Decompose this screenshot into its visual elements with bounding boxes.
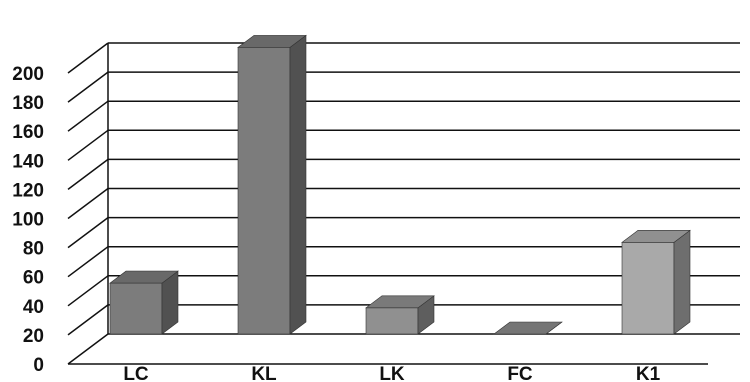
grid-slant-180 bbox=[67, 71, 109, 103]
y-tick-label: 20 bbox=[23, 326, 44, 347]
x-category-label: LC bbox=[123, 364, 149, 382]
grid-slant-200 bbox=[67, 42, 109, 74]
grid-slant-100 bbox=[67, 187, 109, 220]
y-tick-label: 180 bbox=[12, 93, 44, 114]
bar-front bbox=[237, 47, 291, 335]
bar-top bbox=[237, 35, 307, 48]
grid-slant-140 bbox=[67, 129, 109, 161]
y-tick-label: 100 bbox=[12, 210, 44, 231]
bars bbox=[109, 34, 691, 335]
y-tick-label: 0 bbox=[33, 355, 44, 376]
y-axis-tick-labels: 0 20 40 60 80 100 120 140 160 180 200 bbox=[12, 64, 44, 376]
bar-k1 bbox=[621, 229, 691, 335]
x-axis-category-labels: LC KL LK FC K1 bbox=[123, 364, 660, 382]
x-category-label: FC bbox=[507, 364, 533, 382]
bar-top bbox=[493, 321, 563, 335]
grid-slant-0 bbox=[67, 333, 109, 365]
grid-slant-60 bbox=[67, 246, 109, 278]
x-category-label: K1 bbox=[636, 364, 661, 382]
bar-fc bbox=[493, 321, 563, 335]
bar-top bbox=[365, 295, 435, 309]
y-tick-label: 140 bbox=[12, 151, 44, 172]
grid-slant-160 bbox=[67, 100, 109, 132]
bar-front bbox=[109, 282, 163, 335]
grid-slant-120 bbox=[67, 158, 109, 190]
bar-front bbox=[365, 307, 419, 335]
y-tick-label: 60 bbox=[23, 268, 44, 289]
x-category-label: KL bbox=[251, 364, 277, 382]
bar-front bbox=[621, 242, 675, 335]
x-category-label: LK bbox=[379, 364, 405, 382]
bar-side bbox=[673, 229, 691, 335]
y-tick-label: 40 bbox=[23, 297, 44, 318]
grid-slant-40 bbox=[67, 275, 109, 307]
y-tick-label: 200 bbox=[12, 64, 44, 85]
y-tick-label: 160 bbox=[12, 122, 44, 143]
y-tick-label: 120 bbox=[12, 180, 44, 201]
bar-lc bbox=[109, 270, 179, 335]
grid-slant-20 bbox=[67, 304, 109, 336]
bar-side bbox=[289, 34, 307, 335]
bar-top bbox=[109, 270, 179, 284]
grid-slant-80 bbox=[67, 217, 109, 249]
bar-kl bbox=[237, 34, 307, 335]
y-tick-label: 80 bbox=[23, 239, 44, 260]
bar-lk bbox=[365, 295, 435, 335]
bar-top bbox=[621, 230, 691, 243]
grid-lines bbox=[67, 42, 740, 365]
